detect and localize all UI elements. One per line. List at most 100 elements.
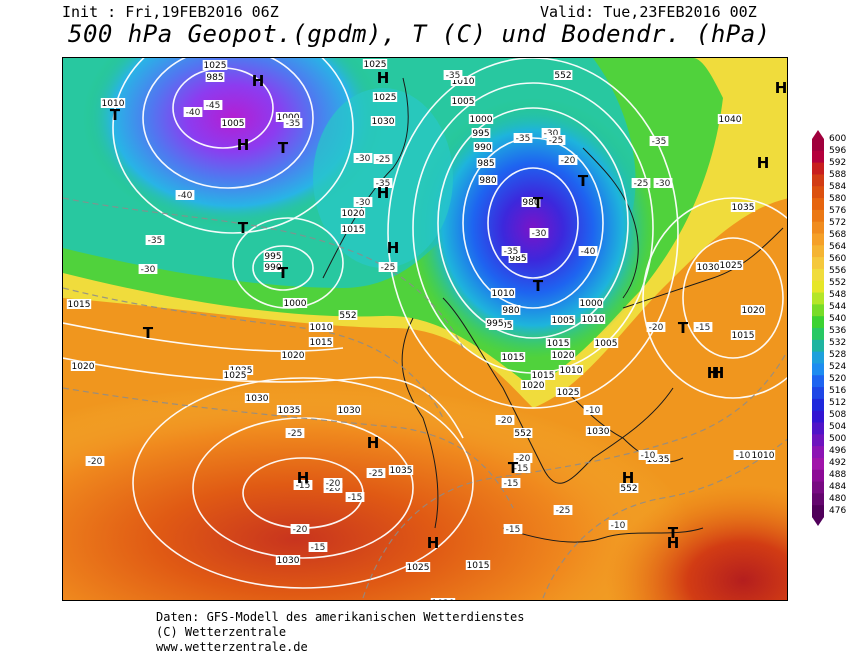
- isobar-label: 995: [486, 319, 503, 329]
- colorbar-tick-label: 552: [829, 278, 847, 288]
- isotherm-label-bg: [85, 456, 105, 466]
- isobar-label-bg: [308, 322, 334, 332]
- colorbar-tick-label: 556: [829, 266, 847, 276]
- isotherm-label-bg: [501, 478, 521, 488]
- data-source-label: Daten: GFS-Modell des amerikanischen Wet…: [156, 610, 525, 624]
- colorbar-tick-label: 488: [829, 470, 847, 480]
- colorbar-segment: [812, 434, 824, 447]
- isotherm-label-bg: [631, 178, 651, 188]
- colorbar-tick-label: 528: [829, 350, 847, 360]
- colorbar-segment: [812, 139, 824, 152]
- high-pressure-symbol: H: [297, 469, 310, 487]
- isobar-label-bg: [558, 365, 584, 375]
- low-pressure-symbol: T: [578, 172, 589, 190]
- isobar-label: 985: [206, 73, 223, 83]
- isotherm-label: -35: [376, 179, 391, 189]
- isobar-label: 1005: [595, 339, 618, 349]
- colorbar-tick-label: 500: [829, 434, 847, 444]
- geopotential-label: 552: [514, 429, 531, 439]
- isotherm-label-bg: [308, 542, 328, 552]
- isotherm-label-bg: [443, 70, 463, 80]
- isobar-label: 985: [509, 254, 526, 264]
- isotherm-label-bg: [513, 133, 533, 143]
- colorbar-top-arrow: [812, 130, 824, 139]
- isotherm-label-bg: [203, 100, 223, 110]
- isobar-label: 1020: [522, 381, 545, 391]
- isobar-label-bg: [740, 305, 766, 315]
- isobar-label-bg: [578, 298, 604, 308]
- isotherm-label-bg: [138, 264, 158, 274]
- isotherm-label: -25: [381, 263, 396, 273]
- high-pressure-symbol: H: [712, 364, 725, 382]
- isobar-label: 990: [264, 263, 281, 273]
- isobar-label-bg: [550, 315, 576, 325]
- isobar-label: 995: [264, 252, 281, 262]
- isotherm-label: -40: [186, 108, 201, 118]
- isobar-label: 1020: [552, 351, 575, 361]
- isobar-label-bg: [388, 465, 414, 475]
- colorbar-tick-label: 572: [829, 218, 847, 228]
- isobar-label-bg: [100, 98, 126, 108]
- isobar-label-bg: [490, 288, 516, 298]
- isobar-label-bg: [530, 370, 556, 380]
- colorbar-tick-label: 496: [829, 446, 847, 456]
- isotherm-label: -15: [311, 543, 326, 553]
- isobar-label: 1020: [432, 599, 455, 601]
- isotherm-label-bg: [653, 178, 673, 188]
- isotherm-label: -30: [356, 154, 371, 164]
- low-pressure-centers: T T T T T T T T T T T: [110, 106, 689, 542]
- isotherm-label-bg: [583, 405, 603, 415]
- isotherm-label-bg: [183, 107, 203, 117]
- isotherm-label: -25: [634, 179, 649, 189]
- low-pressure-symbol: T: [143, 324, 154, 342]
- isobar-label: 1000: [284, 299, 307, 309]
- isobar-label-bg: [465, 560, 491, 570]
- isotherm-label: -15: [514, 464, 529, 474]
- isotherm-label: -10: [736, 451, 751, 461]
- isotherm-label-bg: [285, 428, 305, 438]
- pressure-labels: 1000985101010051000102510251030101010051…: [66, 59, 776, 601]
- isotherm-label: -30: [356, 198, 371, 208]
- isotherm-label: -30: [141, 265, 156, 275]
- colorbar-segment: [812, 422, 824, 435]
- colorbar-segment: [812, 328, 824, 341]
- colorbar-tick-label: 484: [829, 482, 847, 492]
- isobar-label: 1040: [719, 115, 742, 125]
- geopotential-label-bg: [338, 310, 358, 320]
- isobar-label: 1000: [470, 115, 493, 125]
- valid-time-label: Valid: Tue,23FEB2016 00Z: [540, 3, 757, 21]
- isotherm-label-bg: [529, 228, 549, 238]
- colorbar-tick-label: 560: [829, 254, 847, 264]
- isobar-label-bg: [244, 393, 270, 403]
- isotherm-label-bg: [378, 262, 398, 272]
- isobar-label: 1015: [68, 300, 91, 310]
- isobar-label: 1010: [582, 315, 605, 325]
- high-pressure-symbol: H: [667, 534, 680, 552]
- isotherm-label: -30: [656, 179, 671, 189]
- colorbar-tick-label: 548: [829, 290, 847, 300]
- isotherm-label: -20: [88, 457, 103, 467]
- isotherm-label-bg: [608, 520, 628, 530]
- isobar-label-bg: [501, 305, 521, 315]
- low-pressure-symbol: T: [238, 219, 249, 237]
- isobar-label: 1030: [372, 117, 395, 127]
- isobar-label: 1010: [560, 366, 583, 376]
- isobar-label-bg: [263, 262, 283, 272]
- isobar-label-bg: [340, 208, 366, 218]
- isobar-label-bg: [340, 224, 366, 234]
- isotherm-label: -15: [506, 525, 521, 535]
- isobar-label-bg: [276, 405, 302, 415]
- colorbar-tick-label: 492: [829, 458, 847, 468]
- high-pressure-symbol: H: [377, 184, 390, 202]
- isobar-label-bg: [500, 352, 526, 362]
- isobar-label: 1035: [390, 466, 413, 476]
- isobar-label: 1025: [364, 60, 387, 70]
- isobar-label: 1030: [277, 556, 300, 566]
- colorbar-segment: [812, 304, 824, 317]
- isobar-label-bg: [336, 405, 362, 415]
- colorbar-tick-label: 544: [829, 302, 847, 312]
- isobar-label-bg: [550, 350, 576, 360]
- isobar-label-bg: [545, 338, 571, 348]
- isobar-label-bg: [645, 454, 671, 464]
